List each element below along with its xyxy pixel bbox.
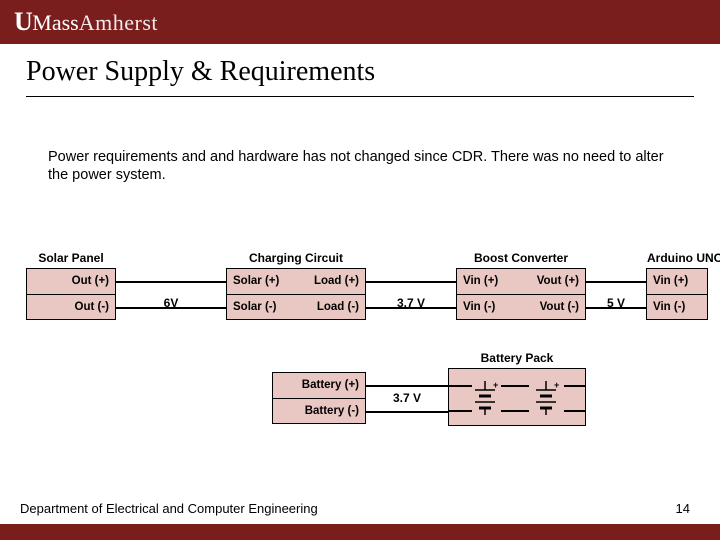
port-right: Vout (-) bbox=[540, 301, 585, 313]
wire bbox=[366, 281, 456, 283]
wire-label: 3.7 V bbox=[397, 296, 425, 310]
block-solar: Solar PanelOut (+)Out (-) bbox=[26, 268, 116, 320]
port-left: Solar (-) bbox=[227, 301, 276, 313]
slide-title: Power Supply & Requirements bbox=[26, 56, 694, 94]
port-row: Out (+) bbox=[27, 269, 115, 294]
logo-amherst: Amherst bbox=[79, 10, 158, 36]
block-charger: Charging CircuitSolar (+)Load (+)Solar (… bbox=[226, 268, 366, 320]
wire bbox=[586, 281, 646, 283]
port-left: Vin (-) bbox=[457, 301, 495, 313]
port-row: Vin (+) bbox=[647, 269, 707, 294]
block-title-arduino: Arduino UNO bbox=[647, 251, 707, 265]
block-title-charger: Charging Circuit bbox=[227, 251, 365, 265]
port-left: Vin (+) bbox=[647, 275, 688, 287]
header-bar: U Mass Amherst bbox=[0, 0, 720, 44]
block-boost: Boost ConverterVin (+)Vout (+)Vin (-)Vou… bbox=[456, 268, 586, 320]
wire bbox=[116, 281, 226, 283]
port-right: Battery (+) bbox=[302, 379, 365, 391]
wire bbox=[501, 410, 529, 412]
wire-label: 5 V bbox=[607, 296, 625, 310]
wire bbox=[564, 410, 586, 412]
battery-cell-icon: + bbox=[526, 377, 566, 417]
wire bbox=[366, 411, 448, 413]
port-right: Vout (+) bbox=[537, 275, 585, 287]
port-row: Out (-) bbox=[27, 294, 115, 320]
block-battio: Battery (+) Battery (-) bbox=[272, 372, 366, 424]
block-title-boost: Boost Converter bbox=[457, 251, 585, 265]
port-right: Load (-) bbox=[317, 301, 365, 313]
port-left: Solar (+) bbox=[227, 275, 279, 287]
block-arduino: Arduino UNOVin (+)Vin (-) bbox=[646, 268, 708, 320]
port-row: Battery (-) bbox=[273, 398, 365, 424]
umass-logo: U Mass Amherst bbox=[14, 7, 158, 37]
title-area: Power Supply & Requirements bbox=[26, 56, 694, 97]
port-row: Vin (-) bbox=[647, 294, 707, 320]
logo-u: U bbox=[14, 7, 32, 37]
port-right: Out (+) bbox=[72, 275, 115, 287]
battery-pack-title: Battery Pack bbox=[449, 351, 585, 365]
port-row: Vin (-) Vout (-) bbox=[457, 294, 585, 320]
logo-mass: Mass bbox=[32, 10, 78, 36]
port-row: Vin (+) Vout (+) bbox=[457, 269, 585, 294]
footer-dept: Department of Electrical and Computer En… bbox=[20, 501, 318, 516]
svg-text:+: + bbox=[493, 380, 498, 390]
port-row: Solar (-) Load (-) bbox=[227, 294, 365, 320]
page-number: 14 bbox=[676, 501, 690, 516]
svg-text:+: + bbox=[554, 380, 559, 390]
title-rule bbox=[26, 96, 694, 97]
wire bbox=[564, 385, 586, 387]
wire bbox=[366, 385, 448, 387]
port-right: Battery (-) bbox=[305, 405, 365, 417]
port-right: Out (-) bbox=[75, 301, 115, 313]
wire bbox=[501, 385, 529, 387]
port-left: Vin (+) bbox=[457, 275, 498, 287]
body-text: Power requirements and and hardware has … bbox=[48, 148, 668, 184]
wire-label: 3.7 V bbox=[393, 391, 421, 405]
wire-label: 6V bbox=[164, 296, 179, 310]
port-row: Solar (+) Load (+) bbox=[227, 269, 365, 294]
port-left: Vin (-) bbox=[647, 301, 685, 313]
footer-bar bbox=[0, 524, 720, 540]
battery-cell-icon: + bbox=[465, 377, 505, 417]
power-diagram: Solar Panel Out (+) Out (-) Charging Circui… bbox=[6, 250, 714, 460]
block-title-solar: Solar Panel bbox=[27, 251, 115, 265]
port-row: Battery (+) bbox=[273, 373, 365, 398]
port-right: Load (+) bbox=[314, 275, 365, 287]
